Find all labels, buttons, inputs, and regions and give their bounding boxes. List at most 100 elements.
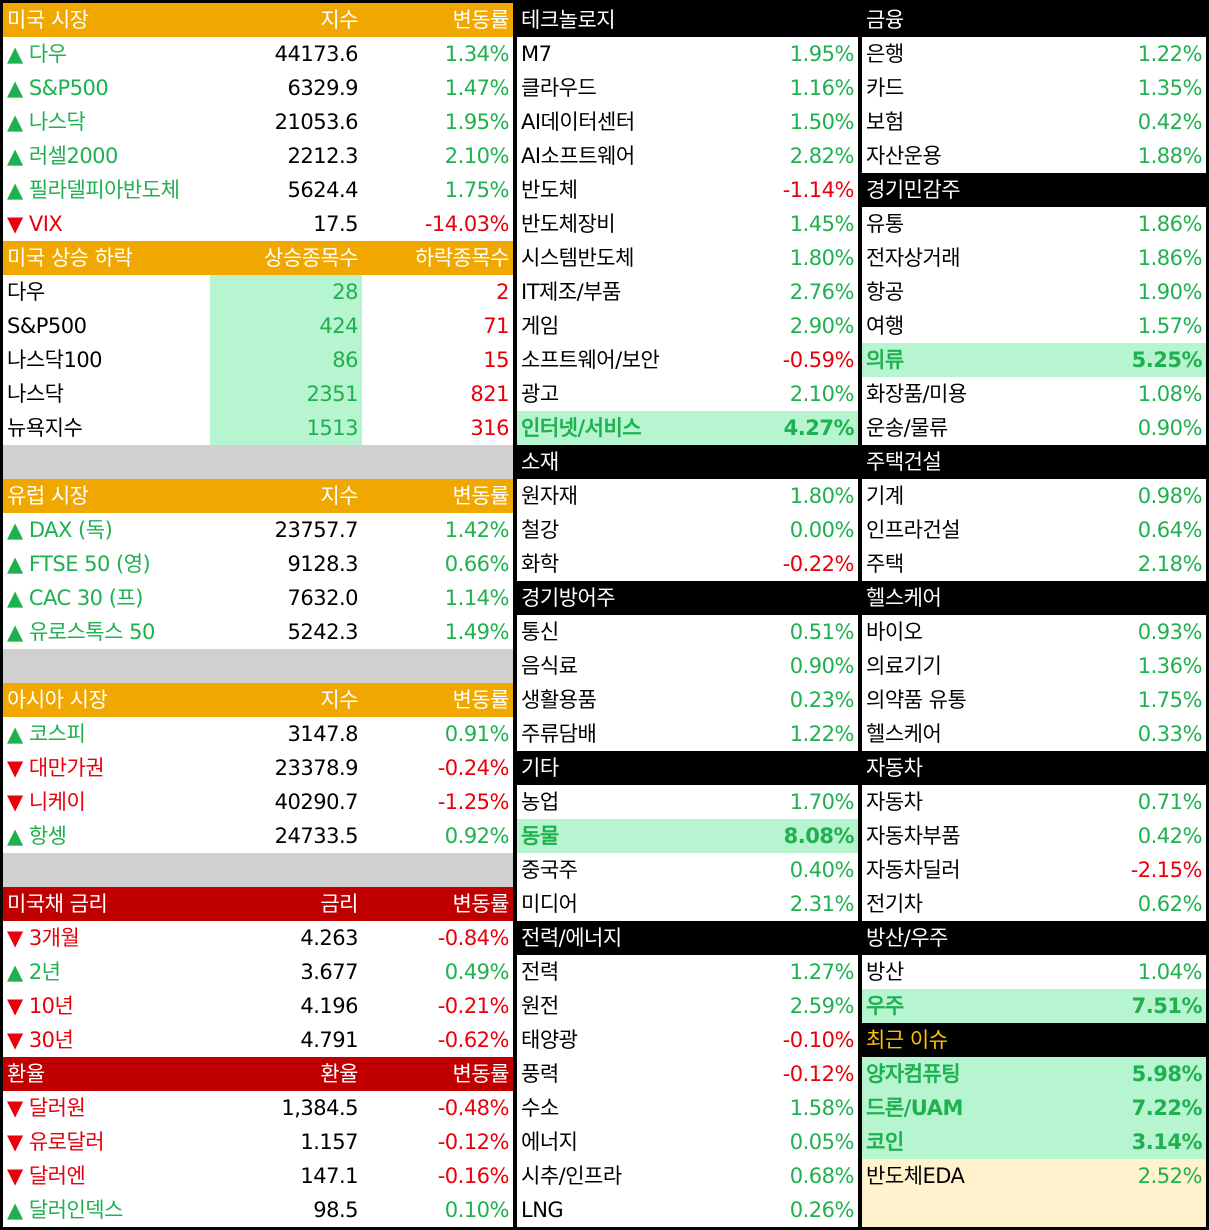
section-header-bg xyxy=(517,445,858,479)
row-change: 8.08% xyxy=(783,824,855,848)
section-header: 변동률 xyxy=(452,8,510,32)
row-value: 4.196 xyxy=(300,994,358,1018)
row-change: 1.27% xyxy=(789,960,855,984)
row-change: 0.51% xyxy=(789,620,855,644)
gap xyxy=(3,649,513,683)
row-name: 광고 xyxy=(521,382,559,406)
section-header: 상승종목수 xyxy=(263,246,359,270)
row-name: ▼ VIX xyxy=(7,212,63,236)
section-header: 변동률 xyxy=(452,688,510,712)
row-highlight xyxy=(862,1057,1206,1091)
row-value: 2212.3 xyxy=(287,144,359,168)
row-name: 생활용품 xyxy=(521,688,597,712)
row-highlight xyxy=(862,1091,1206,1125)
row-name: 바이오 xyxy=(866,620,923,644)
row-highlight xyxy=(862,1125,1206,1159)
row-change: 0.62% xyxy=(1137,892,1203,916)
section-header: 주택건설 xyxy=(866,450,942,474)
row-name: 주택 xyxy=(866,552,904,576)
row-name: 원전 xyxy=(521,994,559,1018)
row-name: 의류 xyxy=(866,348,904,372)
row-name: AI데이터센터 xyxy=(521,110,635,134)
row-change: 1.16% xyxy=(789,76,855,100)
row-name: 유통 xyxy=(866,212,904,236)
row-name: 의료기기 xyxy=(866,654,942,678)
row-highlight xyxy=(862,343,1206,377)
row-value: 2351 xyxy=(210,377,362,411)
row-change: 0.49% xyxy=(444,960,510,984)
section-header: 테크놀로지 xyxy=(521,8,616,32)
row-name: 클라우드 xyxy=(521,76,597,100)
row-change: 1.86% xyxy=(1137,246,1203,270)
row-name: ▲ 러셀2000 xyxy=(7,144,118,168)
section-header: 지수 xyxy=(320,688,358,712)
row-change: 1.49% xyxy=(444,620,510,644)
row-name: 원자재 xyxy=(521,484,578,508)
row-change: 1.42% xyxy=(444,518,510,542)
row-value: 3.677 xyxy=(300,960,358,984)
row-change: 316 xyxy=(470,416,509,440)
filler xyxy=(862,1193,1206,1227)
section-header: 방산/우주 xyxy=(866,926,948,950)
row-name: 반도체장비 xyxy=(521,212,616,236)
row-name: 미디어 xyxy=(521,892,578,916)
gap xyxy=(3,853,513,887)
row-name: M7 xyxy=(521,42,552,66)
row-change: 1.95% xyxy=(789,42,855,66)
row-change: -0.12% xyxy=(782,1062,855,1086)
row-name: 주류담배 xyxy=(521,722,597,746)
row-value: 28 xyxy=(210,275,362,309)
section-header-bg xyxy=(3,1057,513,1091)
row-name: 우주 xyxy=(866,994,904,1018)
row-value: 24733.5 xyxy=(274,824,359,848)
row-change: 0.92% xyxy=(444,824,510,848)
row-highlight xyxy=(862,1159,1206,1193)
row-change: 0.26% xyxy=(789,1198,855,1222)
section-header-bg xyxy=(517,581,858,615)
row-name: 음식료 xyxy=(521,654,578,678)
row-change: 0.05% xyxy=(789,1130,855,1154)
row-name: 시추/인프라 xyxy=(521,1164,622,1188)
row-value: 98.5 xyxy=(313,1198,358,1222)
row-name: ▲ S&P500 xyxy=(7,76,109,100)
section-header-bg xyxy=(3,3,513,37)
row-change: -0.48% xyxy=(437,1096,510,1120)
section-header: 지수 xyxy=(320,484,358,508)
section-header: 유럽 시장 xyxy=(7,484,89,508)
row-name: 게임 xyxy=(521,314,559,338)
row-name: 전력 xyxy=(521,960,559,984)
row-change: 5.98% xyxy=(1131,1062,1203,1086)
row-name: LNG xyxy=(521,1198,564,1222)
row-change: 1.34% xyxy=(444,42,510,66)
section-header: 환율 xyxy=(7,1062,45,1086)
row-change: 5.25% xyxy=(1131,348,1203,372)
row-highlight xyxy=(517,411,858,445)
row-value: 17.5 xyxy=(313,212,358,236)
row-change: 7.22% xyxy=(1131,1096,1203,1120)
row-name: ▼ 유로달러 xyxy=(7,1130,105,1154)
row-change: 0.10% xyxy=(444,1198,510,1222)
row-change: 1.88% xyxy=(1137,144,1203,168)
row-change: -14.03% xyxy=(424,212,510,236)
row-name: ▼ 니케이 xyxy=(7,790,86,814)
row-change: -0.21% xyxy=(437,994,510,1018)
row-name: 자동차 xyxy=(866,790,923,814)
section-header-bg xyxy=(517,751,858,785)
row-name: 전자상거래 xyxy=(866,246,961,270)
section-header-bg xyxy=(862,921,1206,955)
row-name: 뉴욕지수 xyxy=(7,416,83,440)
row-name: ▲ 2년 xyxy=(7,960,61,984)
row-name: ▲ 항셍 xyxy=(7,824,67,848)
section-header-bg xyxy=(517,3,858,37)
row-change: 1.47% xyxy=(444,76,510,100)
section-header: 경기민감주 xyxy=(866,178,961,202)
section-header: 지수 xyxy=(320,8,358,32)
row-name: 동물 xyxy=(521,824,559,848)
section-header: 미국 상승 하락 xyxy=(7,246,133,270)
row-value: 6329.9 xyxy=(287,76,359,100)
row-change: 2.76% xyxy=(789,280,855,304)
section-header-bg xyxy=(862,445,1206,479)
row-name: 농업 xyxy=(521,790,559,814)
row-change: -0.24% xyxy=(437,756,510,780)
